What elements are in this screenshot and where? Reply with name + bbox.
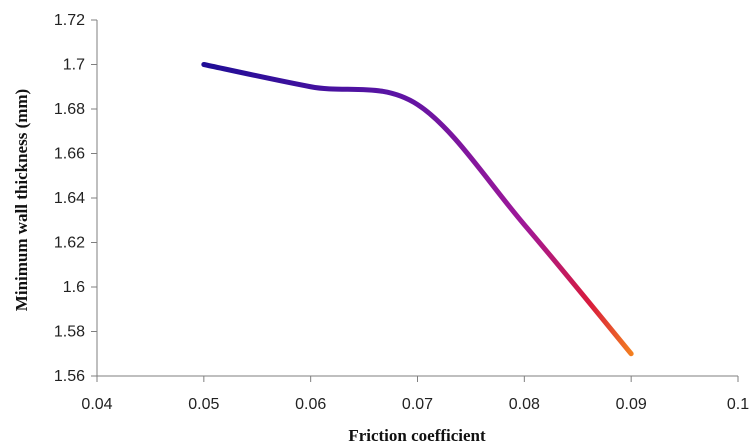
y-tick-label: 1.6 (63, 279, 85, 296)
y-tick-label: 1.58 (54, 324, 85, 341)
tick-marks (91, 19, 739, 382)
y-axis-title: Minimum wall thickness (mm) (12, 89, 31, 311)
x-tick-label: 0.04 (81, 396, 112, 413)
x-tick-label: 0.05 (188, 396, 219, 413)
y-tick-label: 1.72 (54, 12, 85, 29)
tick-labels: 1.56 1.58 1.6 1.62 1.64 1.66 1.68 1.7 1.72 0.04 0.… (54, 12, 749, 413)
axes (96, 20, 738, 377)
y-tick-label: 1.7 (63, 57, 85, 74)
y-tick-label: 1.64 (54, 190, 85, 207)
x-axis-title: Friction coefficient (348, 426, 486, 445)
x-tick-label: 0.07 (402, 396, 433, 413)
y-tick-label: 1.68 (54, 101, 85, 118)
series-line-0 (201, 62, 634, 357)
x-tick-label: 0.09 (616, 396, 647, 413)
x-tick-label: 0.06 (295, 396, 326, 413)
x-tick-label: 0.1 (727, 396, 749, 413)
y-tick-label: 1.66 (54, 146, 85, 163)
series (201, 62, 634, 357)
y-tick-label: 1.56 (54, 368, 85, 385)
y-tick-label: 1.62 (54, 235, 85, 252)
x-tick-label: 0.08 (509, 396, 540, 413)
